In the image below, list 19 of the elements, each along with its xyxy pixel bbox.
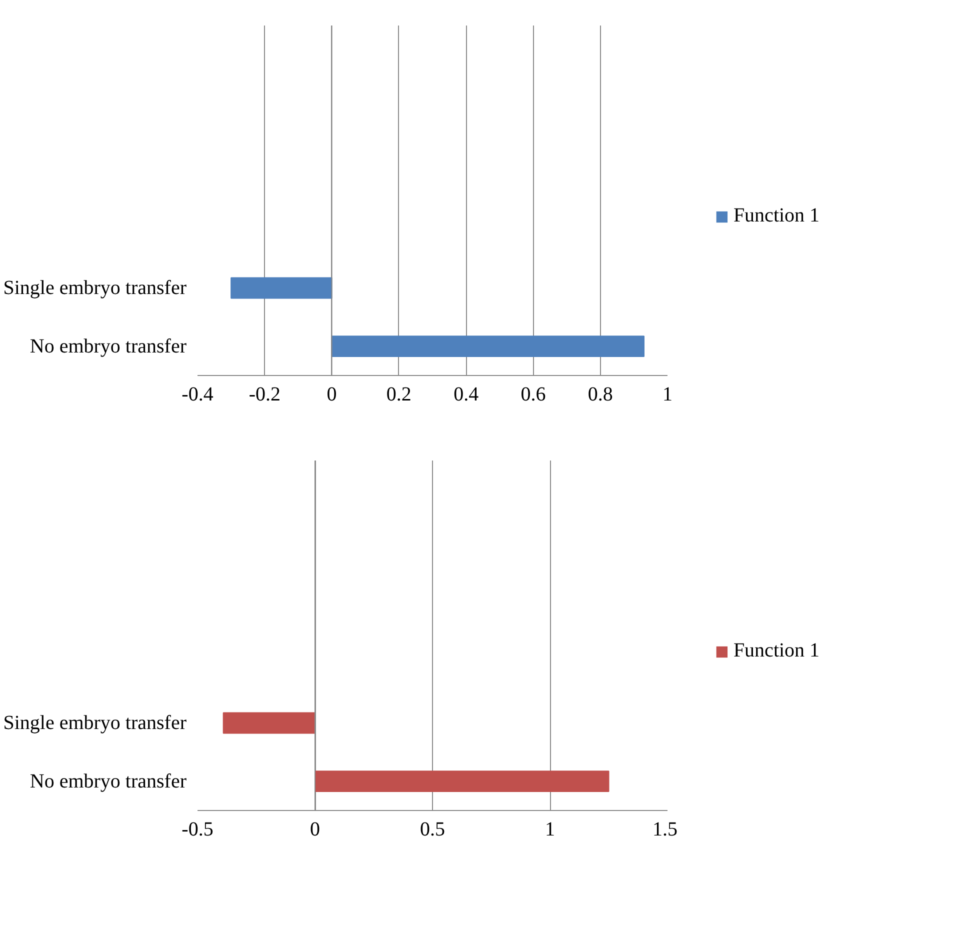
x-tick-label: 1: [662, 384, 672, 406]
x-tick-label: 0: [326, 384, 337, 406]
x-tick-label: -0.2: [248, 384, 280, 406]
x-tick-label: -0.5: [182, 818, 214, 840]
legend-label: Function 1: [733, 204, 820, 228]
y-tick-label: Single embryo transfer: [3, 277, 187, 299]
x-tick-label: 0.6: [520, 384, 546, 406]
y-tick-label: No embryo transfer: [30, 335, 187, 358]
x-tick-label: 1.5: [652, 818, 678, 840]
x-tick-label: -0.4: [182, 384, 214, 406]
x-tick-label: 1: [545, 818, 555, 840]
x-tick-label: 0: [310, 818, 320, 840]
x-tick-label: 0.4: [454, 384, 479, 406]
legend-label: Function 1: [733, 640, 820, 662]
x-tick-label: 0.8: [588, 384, 613, 406]
y-tick-label: No embryo transfer: [30, 770, 187, 792]
y-tick-label: Single embryo transfer: [3, 712, 187, 734]
x-tick-label: 0.5: [420, 818, 445, 840]
x-tick-label: 0.2: [386, 384, 412, 406]
